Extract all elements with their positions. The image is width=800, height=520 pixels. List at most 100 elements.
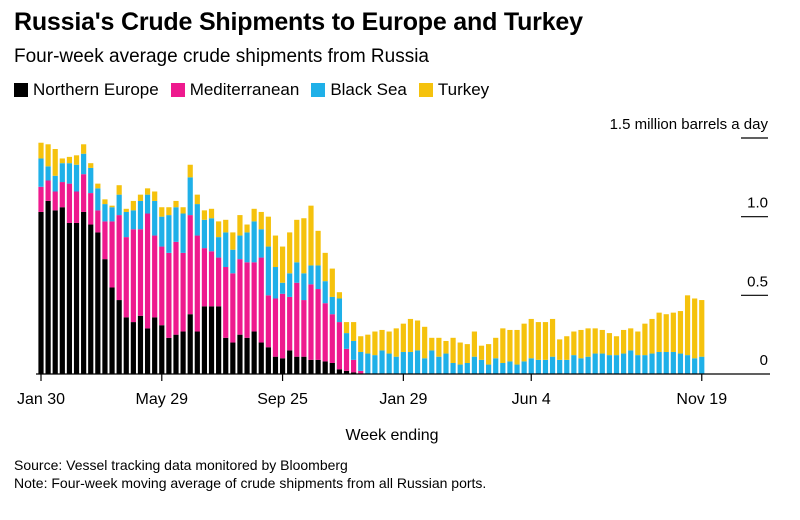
bar-turkey	[613, 336, 620, 356]
bar-black-sea	[471, 356, 478, 374]
bar-mediterranean	[159, 246, 165, 326]
bar-turkey	[606, 333, 612, 356]
bar-mediterranean	[180, 252, 186, 332]
bar-mediterranean	[201, 248, 208, 307]
x-axis-title: Week ending	[345, 427, 438, 444]
bar-turkey	[663, 314, 669, 352]
bar-mediterranean	[272, 298, 279, 357]
bar-black-sea	[201, 219, 208, 249]
legend-label-black-sea: Black Sea	[330, 80, 407, 99]
bar-black-sea	[557, 359, 563, 374]
bar-black-sea	[102, 204, 108, 222]
bar-northern-europe	[343, 370, 350, 374]
bar-black-sea	[585, 356, 591, 374]
bar-northern-europe	[66, 222, 73, 374]
bar-mediterranean	[301, 300, 307, 357]
bar-black-sea	[514, 364, 520, 374]
y-tick-label: 1.0	[747, 195, 768, 212]
bar-black-sea	[407, 351, 414, 374]
legend-label-northern-europe: Northern Europe	[33, 80, 159, 99]
legend-item-mediterranean: Mediterranean	[170, 80, 300, 100]
bar-northern-europe	[230, 342, 236, 374]
bar-black-sea	[436, 356, 442, 374]
bar-mediterranean	[358, 370, 364, 374]
bar-turkey	[656, 312, 662, 352]
bar-mediterranean	[223, 267, 229, 338]
bar-turkey	[45, 144, 51, 167]
bar-turkey	[386, 331, 392, 354]
bar-black-sea	[699, 356, 705, 374]
bar-black-sea	[443, 353, 449, 374]
bar-black-sea	[379, 350, 385, 374]
bar-black-sea	[322, 281, 328, 304]
bar-northern-europe	[322, 361, 328, 374]
bar-turkey	[542, 322, 549, 360]
bar-black-sea	[372, 355, 378, 374]
bar-black-sea	[38, 158, 44, 187]
bar-black-sea	[663, 351, 669, 374]
bar-black-sea	[549, 356, 556, 374]
bar-black-sea	[692, 358, 698, 374]
bar-northern-europe	[88, 224, 94, 374]
bar-turkey	[486, 344, 492, 365]
bar-mediterranean	[343, 348, 350, 371]
bar-turkey	[692, 298, 698, 359]
bar-turkey	[308, 205, 314, 266]
bar-black-sea	[194, 204, 200, 236]
bar-northern-europe	[180, 331, 186, 374]
bar-mediterranean	[123, 237, 129, 318]
bar-mediterranean	[52, 191, 58, 211]
bar-black-sea	[684, 355, 691, 374]
bar-turkey	[194, 194, 200, 205]
legend-swatch-northern-europe	[14, 83, 28, 97]
bar-northern-europe	[38, 211, 44, 374]
bar-northern-europe	[123, 317, 129, 374]
bar-northern-europe	[109, 287, 115, 374]
bar-turkey	[336, 292, 343, 299]
bar-mediterranean	[336, 322, 343, 370]
bar-turkey	[684, 295, 691, 356]
bar-turkey	[592, 328, 598, 354]
bar-black-sea	[173, 207, 179, 242]
bar-black-sea	[272, 267, 279, 299]
bar-turkey	[244, 224, 250, 233]
bar-black-sea	[66, 163, 73, 184]
bar-mediterranean	[166, 252, 172, 338]
bar-turkey	[372, 331, 378, 356]
bar-black-sea	[45, 166, 51, 181]
bar-turkey	[130, 200, 136, 211]
y-tick-label: 0.5	[747, 273, 768, 290]
bar-northern-europe	[265, 347, 271, 374]
bar-turkey	[66, 156, 73, 164]
bar-mediterranean	[208, 251, 215, 307]
bar-turkey	[549, 318, 556, 357]
bar-black-sea	[464, 362, 470, 374]
bar-turkey	[535, 322, 541, 360]
y-tick-label: 0	[760, 352, 768, 369]
y-tick-label: 1.5 million barrels a day	[610, 116, 769, 133]
bar-black-sea	[642, 355, 648, 374]
bar-turkey	[414, 320, 421, 351]
bar-northern-europe	[208, 306, 215, 374]
bar-northern-europe	[223, 337, 229, 374]
bar-mediterranean	[73, 191, 80, 223]
bar-turkey	[322, 252, 328, 282]
bar-black-sea	[223, 232, 229, 268]
bar-black-sea	[265, 246, 271, 296]
bar-turkey	[358, 336, 364, 352]
bar-black-sea	[656, 351, 662, 374]
bar-mediterranean	[109, 221, 115, 288]
legend-label-mediterranean: Mediterranean	[189, 80, 300, 99]
bar-black-sea	[429, 350, 435, 374]
bar-turkey	[52, 149, 58, 176]
bar-mediterranean	[322, 303, 328, 362]
bar-black-sea	[578, 358, 584, 374]
bar-mediterranean	[59, 182, 65, 208]
bar-turkey	[230, 232, 236, 250]
bar-black-sea	[393, 356, 399, 374]
bar-turkey	[258, 211, 264, 230]
bar-northern-europe	[244, 337, 250, 374]
bar-turkey	[365, 334, 371, 354]
bar-northern-europe	[315, 359, 321, 374]
bar-turkey	[95, 183, 101, 189]
